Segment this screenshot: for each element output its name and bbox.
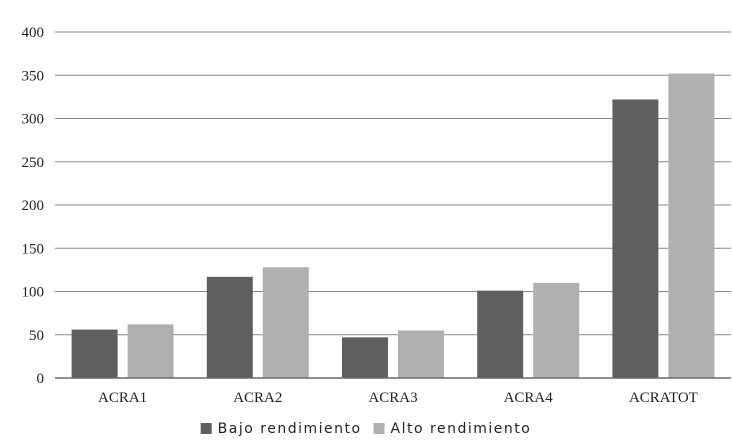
y-tick-label: 0 [37,371,45,387]
bar [127,324,174,378]
bar [477,290,524,378]
bar [612,99,659,378]
bar [71,329,118,378]
y-tick-label: 300 [22,112,45,128]
x-tick-label: ACRATOT [629,390,698,406]
bar [533,282,580,378]
y-axis-ticks: 0 50 100 150 200 250 300 350 400 [22,25,45,387]
legend-swatch [200,423,212,434]
legend-label: Bajo rendimiento [218,421,362,437]
legend: Bajo rendimiento Alto rendimiento [200,421,532,437]
y-tick-label: 100 [22,285,45,301]
bar [206,276,253,378]
bar [668,73,715,379]
y-tick-label: 350 [22,68,45,84]
y-tick-label: 50 [29,328,44,344]
y-tick-label: 200 [22,198,45,214]
bar [262,267,309,378]
legend-swatch [373,423,385,434]
x-tick-label: ACRA2 [233,390,282,406]
legend-label: Alto rendimiento [391,421,532,437]
x-tick-label: ACRA4 [504,390,554,406]
x-tick-label: ACRA1 [98,390,147,406]
y-tick-label: 250 [22,155,45,171]
y-tick-label: 150 [22,241,45,257]
bar [398,330,444,378]
y-tick-label: 400 [22,25,45,41]
bars [71,73,715,379]
gridlines [55,31,731,336]
x-axis-ticks: ACRA1 ACRA2 ACRA3 ACRA4 ACRATOT [98,390,698,406]
bar [342,337,388,378]
x-tick-label: ACRA3 [368,390,417,406]
